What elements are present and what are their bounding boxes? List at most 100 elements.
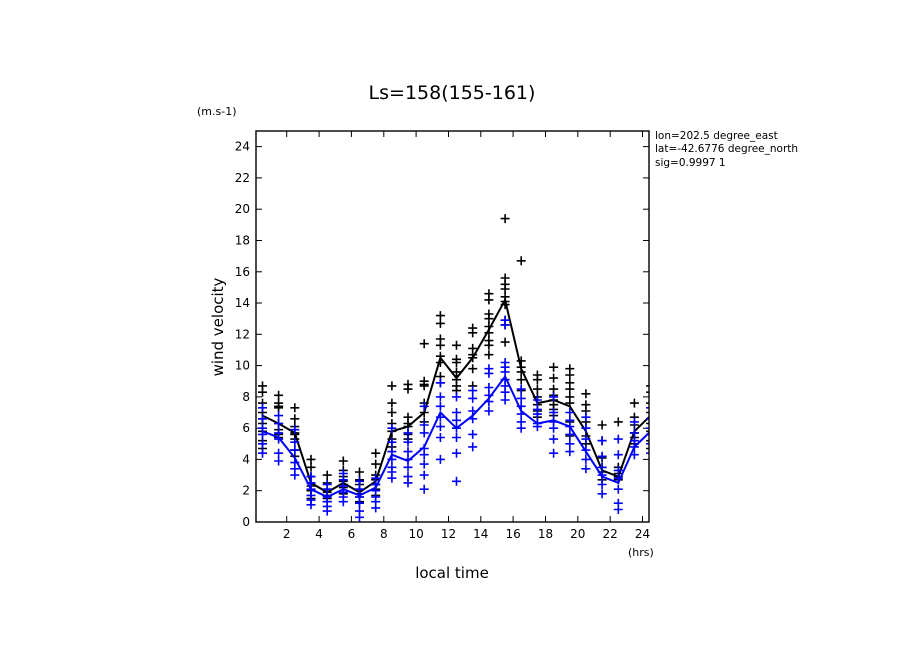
series-1-sample-point [565, 447, 575, 457]
series-0-sample-point [435, 318, 445, 328]
series-1-sample-point [419, 470, 429, 480]
series-1-sample-point [435, 454, 445, 464]
series-1-sample-point [581, 434, 591, 444]
series-0-sample-point [613, 417, 623, 427]
series-0-sample-point [549, 362, 559, 372]
series-0-sample-point [484, 340, 494, 350]
x-tick-label: 2 [283, 527, 291, 541]
series-0-sample-point [597, 420, 607, 430]
series-1-sample-point [484, 383, 494, 392]
y-tick-label: 18 [235, 234, 250, 248]
series-1-sample-point [613, 434, 623, 444]
series-1-sample-point [468, 442, 478, 452]
info-line-lon: lon=202.5 degree_east [655, 130, 778, 142]
series-1-sample-point [549, 448, 559, 458]
series-1-sample-point [419, 420, 429, 430]
series-0-sample-point [258, 387, 267, 397]
series-1-sample-point [597, 470, 607, 480]
series-1-sample-point [274, 456, 284, 466]
series-1-sample-point [597, 462, 607, 472]
series-1-sample-point [581, 423, 591, 433]
series-0-sample-point [516, 256, 526, 266]
series-0-sample-point [274, 390, 284, 400]
series-1-sample-point [613, 465, 623, 475]
series-0-sample-point [532, 375, 542, 385]
series-1-sample-point [581, 454, 591, 464]
series-0-sample-point [581, 389, 591, 399]
series-1-sample-point [435, 412, 445, 422]
series-1-sample-point [613, 473, 623, 483]
series-1-sample-point [258, 448, 267, 458]
series-1-sample-point [371, 503, 381, 513]
series-1-sample-point [500, 367, 510, 377]
series-1-sample-point [258, 439, 267, 449]
series-0-sample-point [484, 328, 494, 338]
x-tick-label: 10 [408, 527, 423, 541]
series-0-sample-point [371, 448, 381, 458]
series-1-sample-point [306, 500, 316, 510]
series-0-sample-point [387, 408, 397, 417]
info-line-lat: lat=-42.6776 degree_north [655, 143, 798, 155]
series-1-sample-point [258, 403, 267, 413]
series-1-sample-point [565, 429, 575, 439]
series-1-sample-point [435, 401, 445, 411]
series-1-sample-point [419, 450, 429, 460]
series-1-sample-point [403, 428, 413, 438]
series-1-sample-point [419, 428, 429, 438]
series-1-sample-point [355, 498, 364, 508]
series-1-sample-point [646, 433, 649, 436]
series-1-sample-point [532, 422, 542, 432]
series-1-sample-point [452, 476, 461, 486]
series-1-sample-point [419, 459, 429, 469]
series-1-sample-point [629, 428, 639, 438]
series-0-sample-point [322, 470, 332, 480]
series-0-sample-point [500, 300, 510, 310]
series-1-sample-point [387, 447, 397, 457]
x-tick-label: 12 [441, 527, 456, 541]
series-1-sample-point [274, 411, 284, 421]
series-1-sample-point [597, 480, 607, 489]
series-1-sample-point [419, 401, 429, 411]
series-1-sample-point [387, 454, 397, 464]
series-0-sample-point [290, 403, 300, 413]
series-1-sample-point [468, 414, 478, 424]
series-1-sample-point [597, 451, 607, 461]
y-unit-label: (m.s-1) [197, 105, 237, 118]
y-tick-label: 8 [242, 390, 250, 404]
series-0-sample-point [500, 337, 510, 347]
series-1-sample-point [355, 476, 364, 486]
series-1-sample-point [387, 473, 397, 483]
series-0-sample-point [516, 375, 526, 385]
series-1-sample-point [452, 392, 461, 402]
series-1-sample-point [597, 436, 607, 446]
series-1-sample-point [403, 478, 413, 488]
series-0-sample-point [468, 328, 478, 338]
y-tick-label: 16 [235, 265, 250, 279]
series-0-sample-point [646, 385, 649, 387]
info-line-sig: sig=0.9997 1 [655, 157, 726, 169]
series-1-sample-point [322, 506, 332, 516]
series-1-sample-point [565, 408, 575, 417]
series-1-sample-point [258, 414, 267, 424]
series-0-sample-point [484, 314, 494, 324]
series-1-sample-point [484, 397, 494, 407]
series-1-sample-point [274, 448, 284, 458]
series-1-sample-point [338, 497, 348, 507]
series-1-sample-point [581, 412, 591, 422]
series-1-sample-point [403, 447, 413, 457]
series-0-sample-point [403, 384, 413, 394]
series-1-sample-point [500, 387, 510, 397]
x-axis-label: local time [415, 564, 489, 582]
series-1-sample-point [629, 417, 639, 427]
series-1-sample-point [613, 450, 623, 460]
series-1-sample-point [468, 393, 478, 403]
series-0-sample-point [484, 350, 494, 360]
series-1-sample-point [435, 433, 445, 442]
series-1-sample-point [516, 401, 526, 411]
series-1-sample-point [581, 445, 591, 455]
series-1-sample-point [435, 392, 445, 402]
series-1-sample-point [355, 484, 364, 494]
series-0-sample-point [646, 447, 649, 450]
series-0-sample-point [468, 353, 478, 363]
series-1-sample-point [516, 384, 526, 394]
